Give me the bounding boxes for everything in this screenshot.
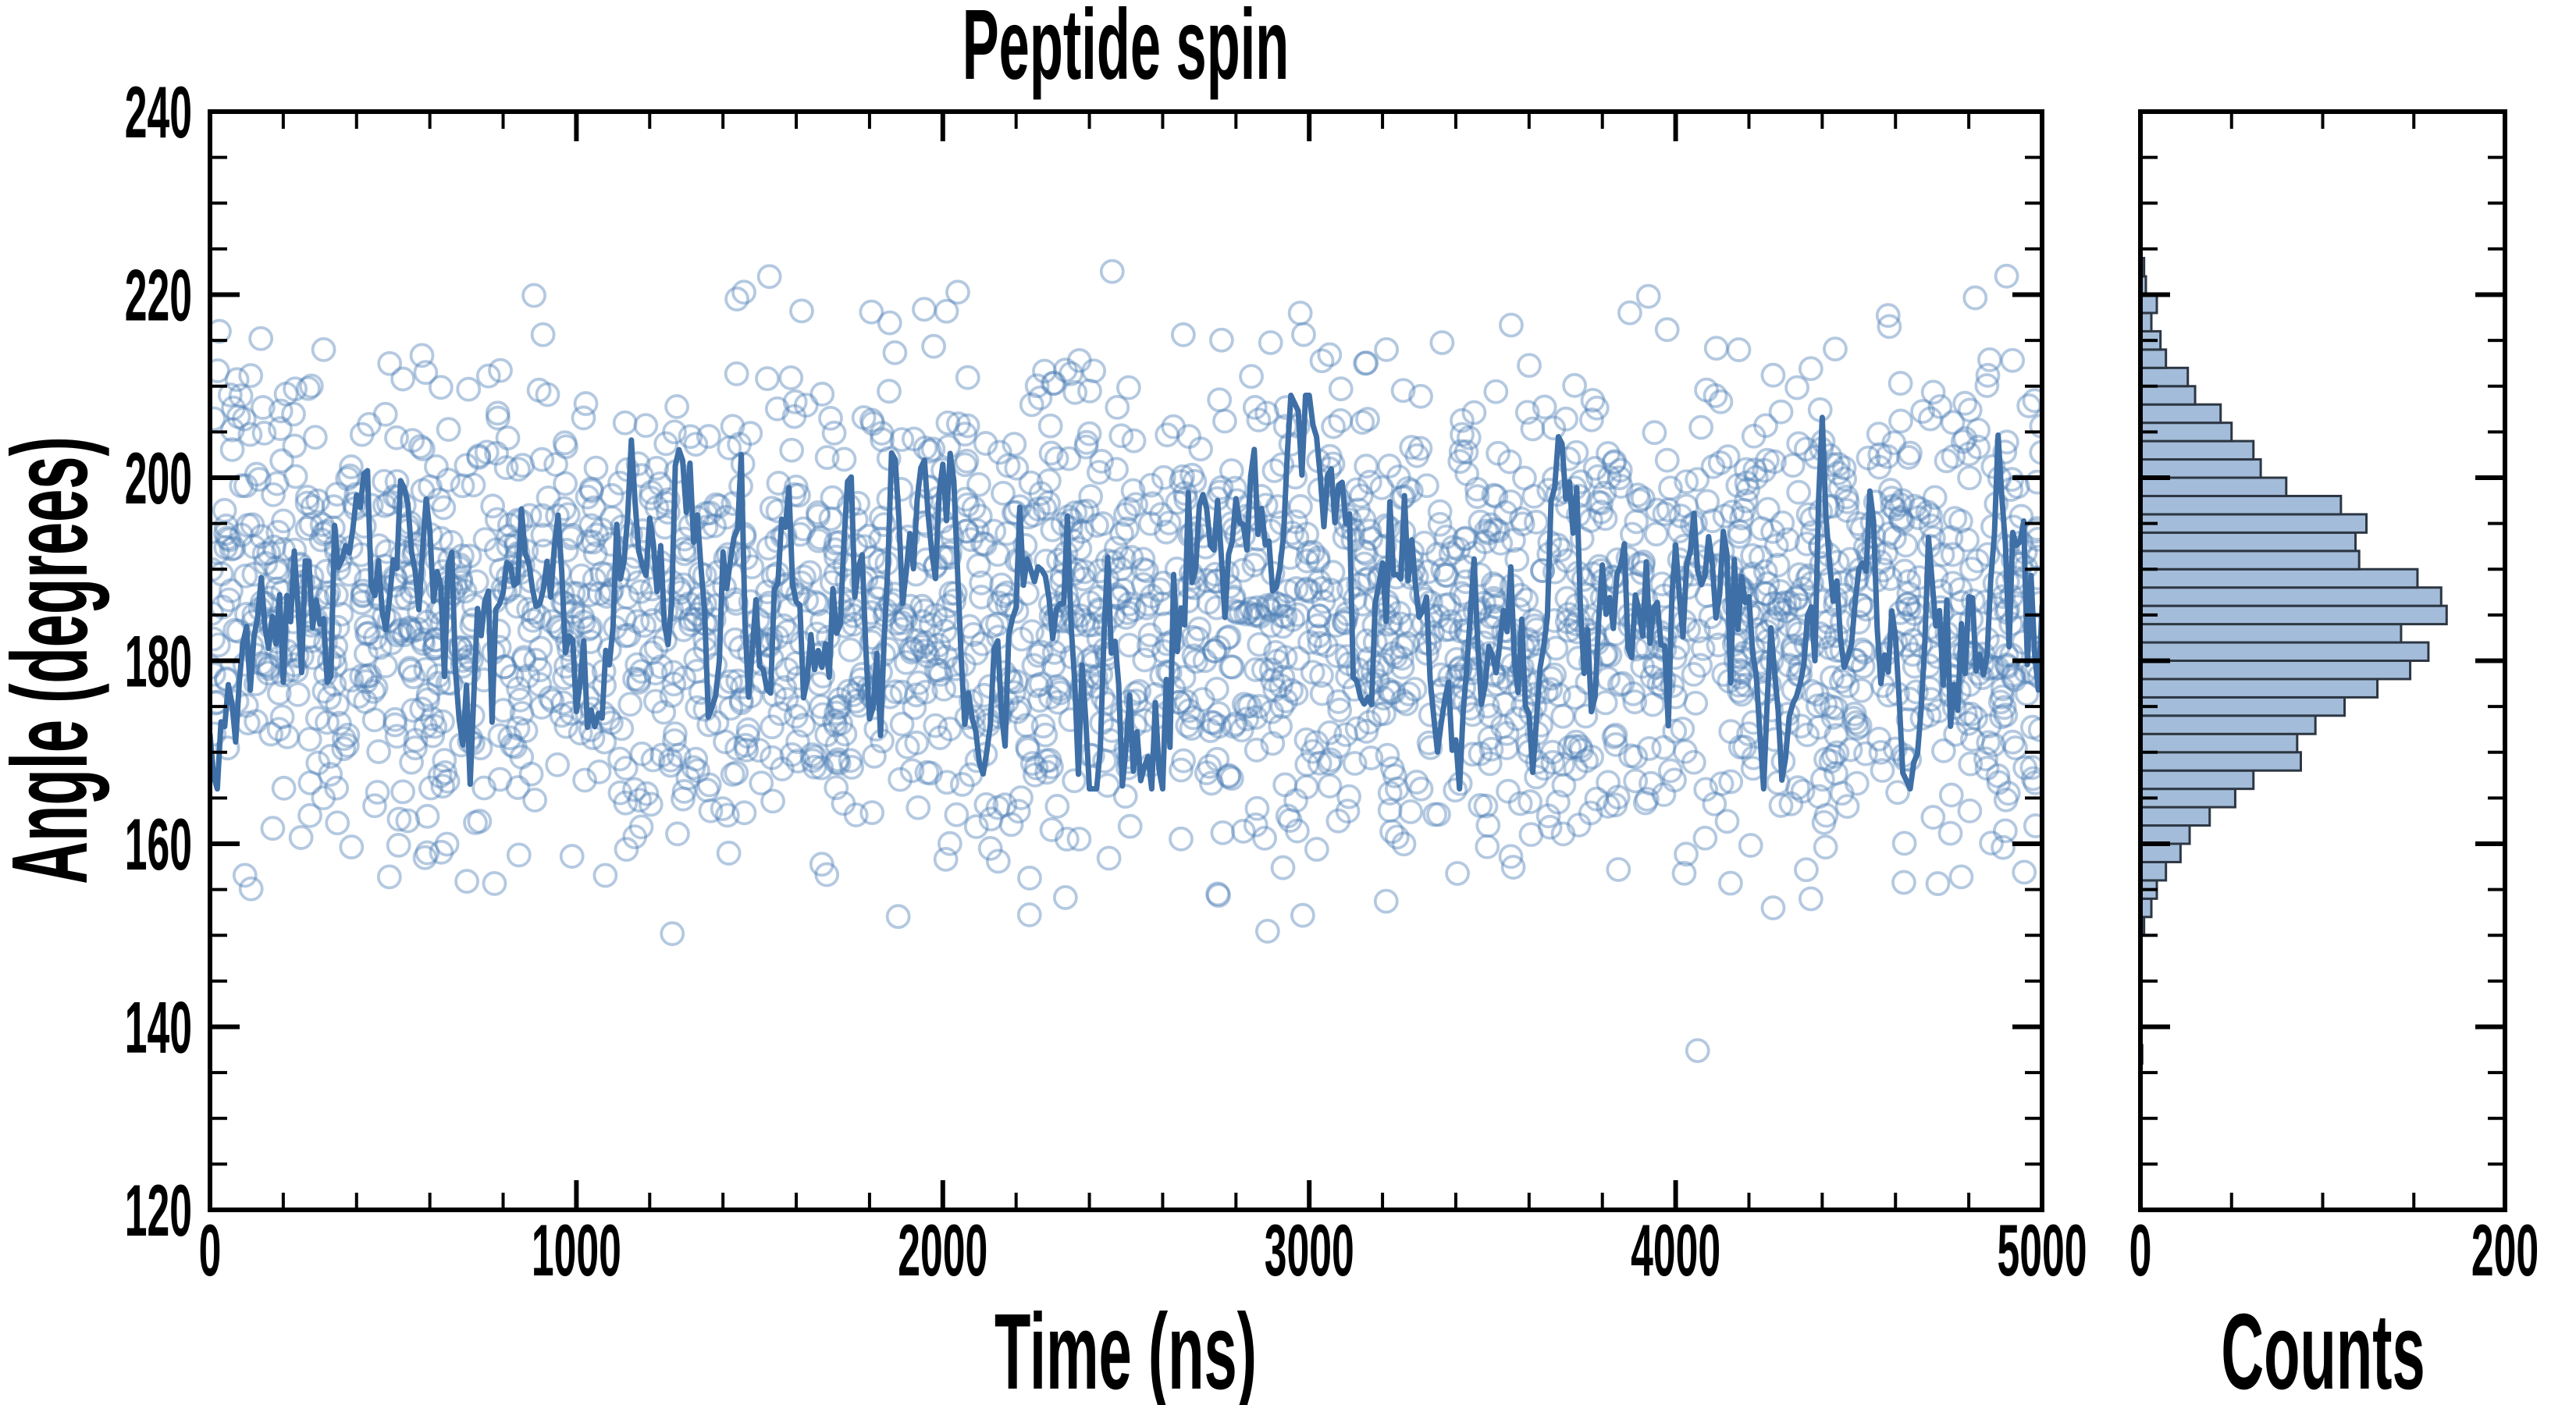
histogram-bar xyxy=(2139,385,2197,406)
histogram-bar xyxy=(2139,678,2379,699)
x-axis-label-counts: Counts xyxy=(2221,1292,2425,1405)
counts-tick-label: 0 xyxy=(2129,1210,2152,1292)
histogram-bar xyxy=(2139,476,2288,497)
histogram-bar xyxy=(2139,695,2347,717)
y-tick-label: 200 xyxy=(125,438,192,520)
histogram-bar xyxy=(2139,714,2317,735)
histogram-bar xyxy=(2139,860,2168,882)
y-tick-label: 140 xyxy=(125,987,192,1069)
histogram-bar xyxy=(2139,641,2430,662)
counts-tick-label: 200 xyxy=(2471,1210,2539,1292)
histogram-bar xyxy=(2139,366,2190,388)
histogram-bar xyxy=(2139,806,2211,827)
y-axis-label-angle: Angle (degrees) xyxy=(0,436,110,884)
running-average-line xyxy=(210,393,2042,792)
x-tick-label: 0 xyxy=(199,1210,222,1292)
x-tick-label: 5000 xyxy=(1998,1210,2087,1292)
histogram-bar xyxy=(2139,550,2361,571)
histogram-bar xyxy=(2139,842,2182,863)
x-tick-label: 2000 xyxy=(898,1210,987,1292)
chart-title: Peptide spin xyxy=(962,0,1290,101)
y-tick-label: 180 xyxy=(125,621,192,702)
x-axis-label-time: Time (ns) xyxy=(994,1292,1257,1405)
histogram-bar xyxy=(2139,531,2357,553)
histogram-bar xyxy=(2139,403,2222,425)
histogram-bar xyxy=(2139,348,2168,369)
histogram-bar xyxy=(2139,623,2403,644)
histogram-bar xyxy=(2139,824,2191,845)
y-tick-label: 120 xyxy=(125,1170,192,1252)
histogram-bar xyxy=(2139,769,2255,791)
histogram-bars xyxy=(2139,257,2448,1065)
x-tick-label: 3000 xyxy=(1265,1210,1354,1292)
x-tick-label: 4000 xyxy=(1631,1210,1720,1292)
outlier-point xyxy=(1685,1038,1710,1063)
axis-ticks xyxy=(208,109,2505,1212)
histogram-bar xyxy=(2139,660,2412,681)
y-tick-label: 220 xyxy=(125,254,192,336)
histogram-bar xyxy=(2139,751,2302,772)
histogram-bar xyxy=(2139,567,2419,589)
y-tick-label: 240 xyxy=(125,72,192,154)
histogram-bar xyxy=(2139,494,2343,516)
histogram-bar xyxy=(2139,439,2255,461)
histogram-bar xyxy=(2139,458,2262,479)
x-tick-label: 1000 xyxy=(532,1210,621,1292)
histogram-bar xyxy=(2139,586,2443,607)
y-tick-label: 160 xyxy=(125,804,192,886)
histogram-bar xyxy=(2139,732,2299,754)
histogram-bar xyxy=(2139,293,2158,315)
histogram-bar xyxy=(2139,513,2368,534)
histogram-bar xyxy=(2139,604,2448,626)
